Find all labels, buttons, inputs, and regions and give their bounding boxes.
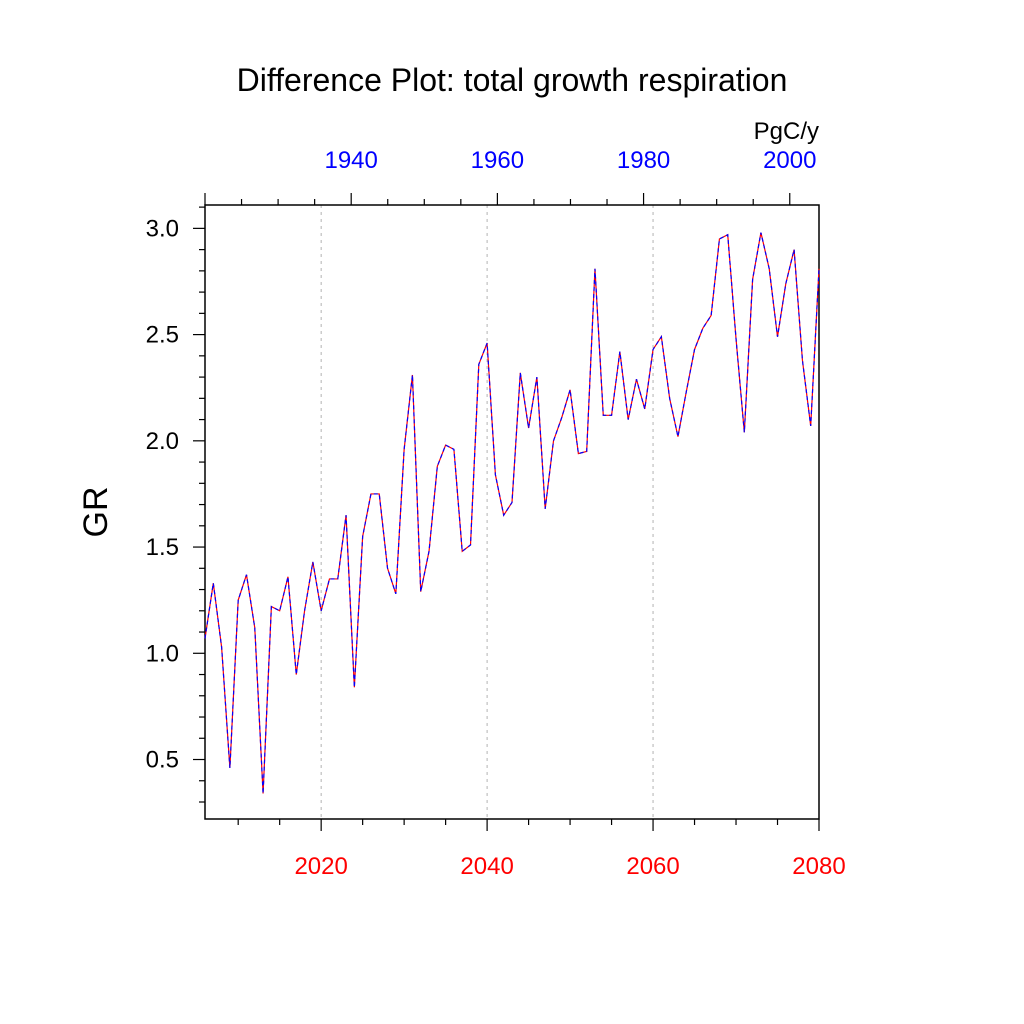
x-bottom-tick-label: 2080 bbox=[792, 853, 845, 880]
units-label: PgC/y bbox=[754, 118, 819, 145]
y-axis-label: GR bbox=[77, 487, 115, 538]
x-bottom-tick-label: 2040 bbox=[460, 853, 513, 880]
y-tick-label: 1.0 bbox=[146, 640, 179, 667]
x-top-tick-label: 1980 bbox=[617, 147, 670, 174]
series-line-red bbox=[204, 232, 820, 794]
y-tick-label: 1.5 bbox=[146, 534, 179, 561]
x-bottom-tick-label: 2060 bbox=[626, 853, 679, 880]
gridlines bbox=[320, 205, 654, 819]
plot-frame bbox=[204, 204, 820, 820]
y-tick-label: 2.5 bbox=[146, 322, 179, 349]
x-bottom-tick-label: 2020 bbox=[294, 853, 347, 880]
x-axis-bottom: 2020 2040 2060 2080 bbox=[237, 819, 846, 880]
plot-border bbox=[204, 204, 820, 820]
y-tick-label: 0.5 bbox=[146, 747, 179, 774]
y-axis: 0.5 1.0 1.5 2.0 2.5 3.0 bbox=[146, 206, 205, 803]
y-tick-label: 2.0 bbox=[146, 428, 179, 455]
chart-title: Difference Plot: total growth respiratio… bbox=[237, 62, 788, 98]
x-top-tick-label: 1960 bbox=[471, 147, 524, 174]
x-top-tick-label: 1940 bbox=[324, 147, 377, 174]
series-line-blue bbox=[204, 232, 820, 794]
y-tick-label: 3.0 bbox=[146, 215, 179, 242]
x-top-tick-label: 2000 bbox=[763, 147, 816, 174]
x-axis-top: 1940 1960 1980 2000 bbox=[204, 147, 816, 205]
series-layer bbox=[204, 232, 820, 794]
